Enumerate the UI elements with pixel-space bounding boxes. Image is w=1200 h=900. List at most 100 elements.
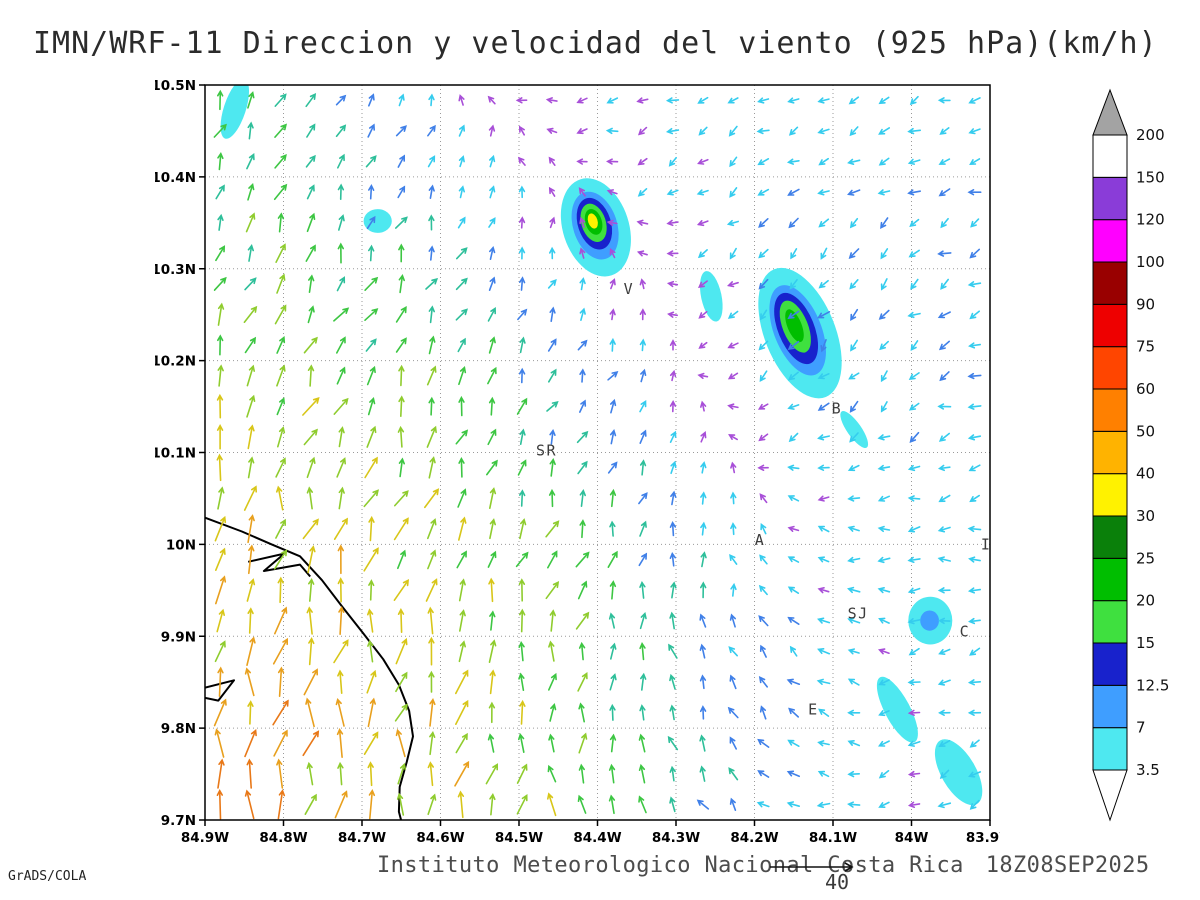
wind-arrow: [216, 789, 223, 820]
wind-arrow: [306, 456, 316, 479]
wind-arrow: [488, 701, 496, 724]
wind-arrow: [368, 515, 375, 542]
wind-arrow: [967, 189, 982, 196]
wind-arrow: [639, 429, 647, 444]
wind-arrow: [637, 126, 648, 136]
wind-arrow: [427, 155, 436, 168]
x-axis-label: 84.5W: [495, 830, 543, 846]
wind-arrow: [608, 763, 616, 784]
wind-arrow: [336, 366, 346, 385]
wind-arrow: [398, 243, 405, 263]
shaded-cell: [363, 209, 392, 233]
colorbar-segment: [1092, 261, 1128, 305]
wind-arrow: [728, 767, 739, 781]
wind-arrow: [276, 485, 284, 511]
wind-arrow: [757, 188, 770, 196]
wind-arrow: [665, 97, 680, 104]
wind-arrow: [367, 608, 374, 633]
wind-arrow: [878, 679, 890, 686]
wind-arrow: [909, 431, 920, 443]
wind-arrow: [337, 183, 345, 200]
wind-arrow: [217, 364, 224, 387]
colorbar-label: 12.5: [1136, 676, 1169, 694]
wind-arrow: [847, 158, 861, 165]
station-label: E: [808, 701, 819, 719]
wind-arrow: [244, 789, 255, 820]
wind-arrow: [487, 307, 496, 322]
wind-arrow: [578, 702, 585, 723]
wind-arrow: [937, 556, 951, 563]
wind-arrow: [937, 97, 951, 104]
wind-arrow: [247, 456, 255, 479]
wind-arrow: [878, 770, 890, 779]
wind-arrow: [605, 127, 619, 135]
wind-arrow: [337, 544, 344, 575]
wind-arrow: [877, 525, 891, 533]
wind-arrow: [817, 402, 830, 411]
wind-arrow: [548, 488, 556, 508]
y-axis-label: 10.4N: [155, 170, 196, 186]
wind-arrow: [907, 618, 921, 625]
wind-arrow: [609, 488, 617, 508]
wind-arrow: [939, 127, 950, 135]
wind-arrow: [273, 549, 288, 570]
wind-arrow: [787, 616, 800, 625]
wind-arrow: [548, 640, 555, 662]
wind-arrow: [638, 763, 646, 784]
wind-arrow: [457, 337, 466, 353]
wind-arrow: [967, 709, 982, 716]
wind-arrow: [398, 457, 405, 478]
wind-arrow: [458, 155, 465, 168]
wind-arrow: [907, 158, 921, 165]
wind-arrow: [305, 92, 317, 108]
wind-arrow: [395, 125, 407, 137]
wind-arrow: [335, 124, 347, 138]
wind-arrow: [759, 370, 768, 382]
wind-arrow: [395, 216, 408, 229]
wind-arrow: [697, 280, 708, 288]
wind-arrow: [215, 184, 225, 200]
wind-arrow: [908, 647, 920, 656]
map-border: [204, 84, 991, 821]
wind-arrow: [333, 397, 349, 415]
wind-arrow: [517, 308, 528, 321]
colorbar-label: 120: [1136, 211, 1165, 229]
wind-arrow: [609, 337, 616, 352]
wind-arrow: [787, 403, 800, 410]
wind-arrow: [338, 486, 345, 510]
wind-arrow: [428, 245, 435, 261]
wind-arrow: [968, 556, 981, 563]
wind-arrow: [337, 153, 345, 169]
wind-arrow: [669, 430, 677, 443]
wind-arrow: [455, 732, 468, 754]
wind-arrow: [518, 246, 526, 260]
wind-arrow: [215, 547, 226, 571]
wind-arrow: [609, 247, 616, 259]
wind-arrow: [727, 403, 739, 410]
grads-credit: GrADS/COLA: [8, 869, 87, 884]
wind-arrow: [579, 277, 586, 291]
wind-arrow: [698, 310, 708, 319]
wind-arrow: [758, 218, 769, 228]
wind-arrow: [458, 516, 467, 541]
x-axis-label: 83.9W: [966, 830, 1000, 846]
y-axis-label: 9.7N: [161, 813, 196, 829]
wind-arrow: [274, 93, 287, 107]
wind-arrow: [302, 518, 319, 540]
wind-arrow: [636, 219, 649, 226]
wind-arrow: [274, 123, 288, 138]
wind-arrow: [700, 461, 707, 474]
wind-arrow: [818, 218, 830, 228]
wind-arrow: [787, 464, 800, 471]
wind-arrow: [878, 96, 890, 105]
wind-arrow: [456, 247, 468, 260]
wind-arrow: [938, 617, 951, 625]
wind-arrow: [395, 728, 406, 758]
wind-arrow: [817, 495, 830, 502]
wind-arrow: [215, 245, 226, 262]
wind-arrow: [638, 733, 646, 753]
wind-arrow: [758, 278, 769, 290]
wind-arrow: [816, 678, 831, 685]
x-axis-label: 84.7W: [338, 830, 386, 846]
wind-arrow: [489, 245, 496, 260]
